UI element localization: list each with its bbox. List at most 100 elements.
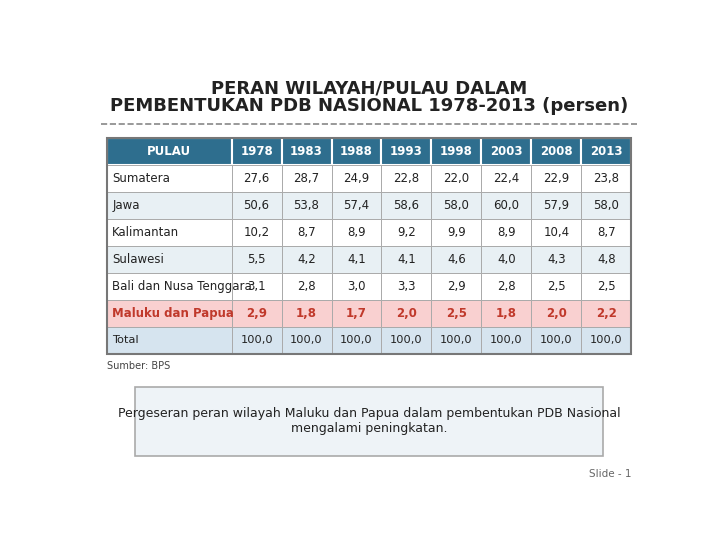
Text: 53,8: 53,8 xyxy=(294,199,320,212)
Bar xyxy=(531,192,581,219)
Text: 58,0: 58,0 xyxy=(593,199,619,212)
Text: 28,7: 28,7 xyxy=(294,172,320,185)
Bar xyxy=(232,273,282,300)
Text: 2,9: 2,9 xyxy=(246,307,267,320)
Bar xyxy=(482,273,531,300)
Text: 100,0: 100,0 xyxy=(590,335,623,345)
Text: 100,0: 100,0 xyxy=(340,335,373,345)
Text: Sulawesi: Sulawesi xyxy=(112,253,164,266)
Bar xyxy=(107,300,232,327)
Text: 8,7: 8,7 xyxy=(597,226,616,239)
Text: Pergeseran peran wilayah Maluku dan Papua dalam pembentukan PDB Nasional
mengala: Pergeseran peran wilayah Maluku dan Papu… xyxy=(117,407,621,435)
Text: 100,0: 100,0 xyxy=(490,335,523,345)
Bar xyxy=(232,300,282,327)
Bar xyxy=(107,165,232,192)
Bar xyxy=(107,219,232,246)
Text: 24,9: 24,9 xyxy=(343,172,369,185)
Bar xyxy=(232,246,282,273)
Text: 2,8: 2,8 xyxy=(297,280,316,293)
Bar xyxy=(282,138,331,165)
Text: 1988: 1988 xyxy=(340,145,373,158)
Bar xyxy=(581,192,631,219)
Text: 2,5: 2,5 xyxy=(446,307,467,320)
Bar xyxy=(331,300,382,327)
Text: 27,6: 27,6 xyxy=(243,172,270,185)
Text: 2003: 2003 xyxy=(490,145,523,158)
Bar xyxy=(482,219,531,246)
Bar xyxy=(531,219,581,246)
Text: 10,4: 10,4 xyxy=(544,226,570,239)
Bar xyxy=(581,165,631,192)
Text: PEMBENTUKAN PDB NASIONAL 1978-2013 (persen): PEMBENTUKAN PDB NASIONAL 1978-2013 (pers… xyxy=(110,97,628,115)
Bar xyxy=(431,327,482,354)
Text: 4,6: 4,6 xyxy=(447,253,466,266)
Text: 4,1: 4,1 xyxy=(397,253,416,266)
Text: Sumber: BPS: Sumber: BPS xyxy=(107,361,170,372)
Text: 2013: 2013 xyxy=(590,145,623,158)
Text: 2,2: 2,2 xyxy=(596,307,617,320)
Text: 57,9: 57,9 xyxy=(544,199,570,212)
Text: 100,0: 100,0 xyxy=(440,335,473,345)
Bar xyxy=(431,246,482,273)
Text: 22,9: 22,9 xyxy=(543,172,570,185)
Text: 1978: 1978 xyxy=(240,145,273,158)
Text: 9,2: 9,2 xyxy=(397,226,416,239)
Bar xyxy=(331,192,382,219)
Bar xyxy=(431,165,482,192)
Bar xyxy=(581,138,631,165)
Bar xyxy=(282,300,331,327)
Bar xyxy=(431,138,482,165)
Bar xyxy=(531,246,581,273)
Bar xyxy=(382,246,431,273)
Bar xyxy=(107,273,232,300)
Text: Total: Total xyxy=(112,335,139,345)
Text: 2,0: 2,0 xyxy=(546,307,567,320)
Text: 3,3: 3,3 xyxy=(397,280,415,293)
Bar xyxy=(107,246,232,273)
Bar xyxy=(482,138,531,165)
Text: 22,8: 22,8 xyxy=(393,172,420,185)
Bar xyxy=(431,273,482,300)
Text: Maluku dan Papua: Maluku dan Papua xyxy=(112,307,234,320)
Text: 3,0: 3,0 xyxy=(347,280,366,293)
Text: 57,4: 57,4 xyxy=(343,199,369,212)
Bar xyxy=(382,138,431,165)
Bar xyxy=(282,165,331,192)
Text: 100,0: 100,0 xyxy=(240,335,273,345)
Bar xyxy=(331,327,382,354)
Bar xyxy=(482,300,531,327)
Bar xyxy=(581,219,631,246)
Bar xyxy=(382,273,431,300)
Text: 2,5: 2,5 xyxy=(597,280,616,293)
Text: 1,8: 1,8 xyxy=(296,307,317,320)
Bar xyxy=(482,246,531,273)
Bar xyxy=(531,165,581,192)
Text: Kalimantan: Kalimantan xyxy=(112,226,179,239)
Bar xyxy=(581,246,631,273)
Text: 2,9: 2,9 xyxy=(447,280,466,293)
Bar xyxy=(382,300,431,327)
Text: 50,6: 50,6 xyxy=(243,199,269,212)
Bar xyxy=(282,192,331,219)
Bar xyxy=(581,273,631,300)
Text: 2008: 2008 xyxy=(540,145,572,158)
Bar xyxy=(232,165,282,192)
Text: 100,0: 100,0 xyxy=(290,335,323,345)
Bar xyxy=(482,192,531,219)
Bar xyxy=(232,192,282,219)
Text: 58,6: 58,6 xyxy=(393,199,420,212)
Bar xyxy=(531,273,581,300)
Bar xyxy=(331,219,382,246)
Text: Sumatera: Sumatera xyxy=(112,172,170,185)
Bar xyxy=(581,300,631,327)
Bar xyxy=(107,138,232,165)
Text: Slide - 1: Slide - 1 xyxy=(589,469,631,478)
Text: PERAN WILAYAH/PULAU DALAM: PERAN WILAYAH/PULAU DALAM xyxy=(211,79,527,97)
Bar xyxy=(482,327,531,354)
Text: 22,4: 22,4 xyxy=(493,172,520,185)
Text: 2,8: 2,8 xyxy=(497,280,516,293)
Bar xyxy=(382,219,431,246)
Bar xyxy=(331,165,382,192)
Text: 8,9: 8,9 xyxy=(497,226,516,239)
Text: 5,5: 5,5 xyxy=(248,253,266,266)
